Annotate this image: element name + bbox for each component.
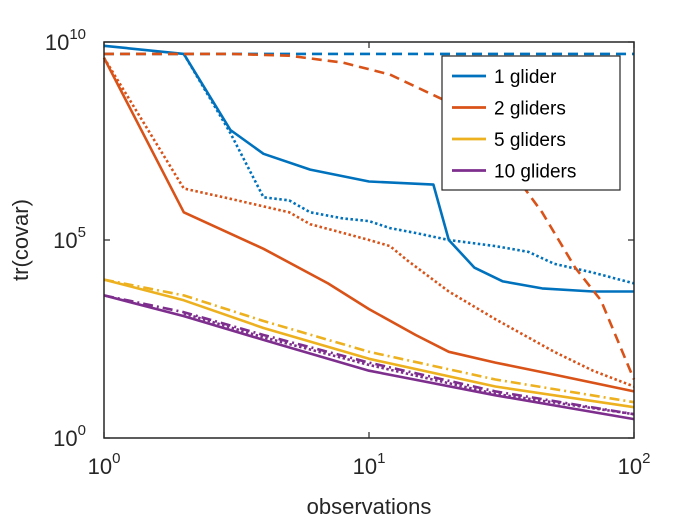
series-line-7 [103, 278, 635, 404]
y-tick-label-1: 105 [53, 224, 86, 253]
legend-label-3: 10 gliders [494, 162, 576, 183]
y-tick-label-0: 100 [53, 422, 86, 451]
series-line-3 [102, 57, 635, 393]
y-tick-label-2: 1010 [45, 26, 86, 55]
series-line-8 [103, 294, 635, 421]
ticks-layer: 100 101 102 100 105 1010 [45, 26, 651, 479]
series-line-10 [183, 312, 635, 416]
legend-box [441, 55, 621, 191]
series-line-0 [103, 44, 634, 293]
x-tick-label-1: 101 [353, 450, 386, 479]
series-line-9 [103, 294, 635, 416]
x-tick-label-0: 100 [88, 450, 121, 479]
y-axis-label: tr(covar) [8, 199, 33, 281]
x-axis-label: observations [307, 494, 432, 519]
legend: 1 glider 2 gliders 5 gliders 10 gliders [441, 55, 621, 191]
series-line-6 [103, 278, 635, 409]
plot-frame [103, 41, 635, 439]
series-line-5 [102, 57, 635, 388]
legend-label-0: 1 glider [494, 67, 557, 88]
x-tick-label-2: 102 [618, 450, 651, 479]
legend-label-1: 2 gliders [494, 99, 566, 120]
series-line-2 [182, 53, 635, 285]
legend-label-2: 5 gliders [494, 130, 566, 151]
